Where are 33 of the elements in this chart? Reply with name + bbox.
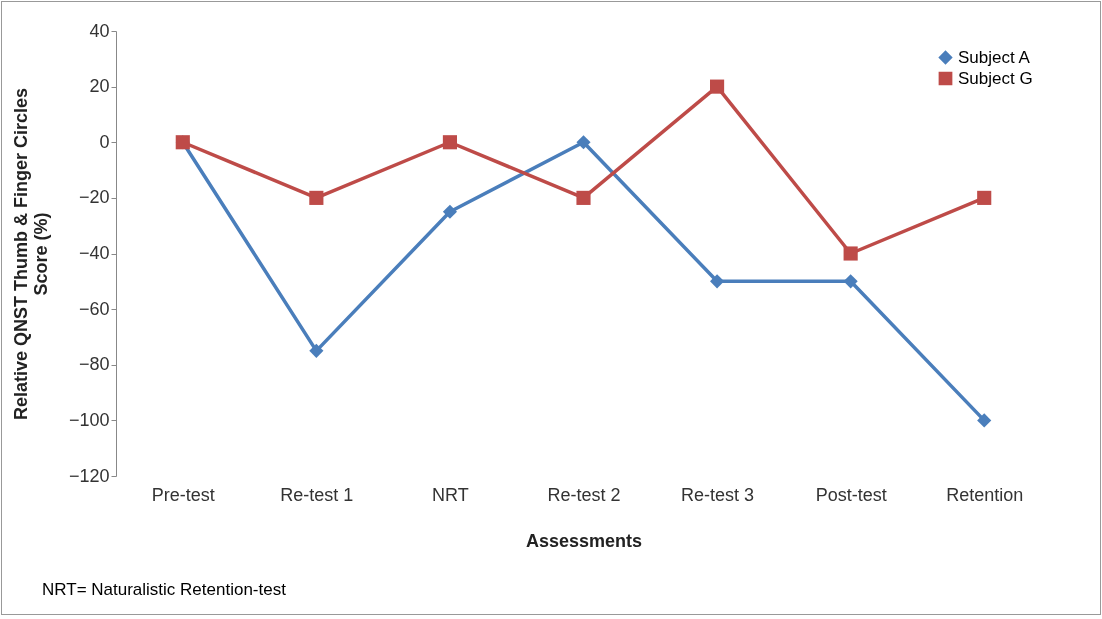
y-tick-label: −60 xyxy=(78,298,110,319)
point xyxy=(843,246,858,261)
x-tick-label: Post-test xyxy=(815,484,887,505)
x-tick-label: Retention xyxy=(946,484,1024,505)
y-tick-label: −100 xyxy=(68,409,110,430)
point xyxy=(442,204,457,219)
point xyxy=(309,190,324,205)
y-tick-label: 40 xyxy=(89,20,110,41)
x-axis-title: Assessments xyxy=(525,530,643,551)
legend-label: Subject A xyxy=(958,47,1031,67)
y-tick-label: 20 xyxy=(89,76,110,97)
y-tick-label: −20 xyxy=(78,187,110,208)
point xyxy=(309,343,324,358)
point xyxy=(576,190,591,205)
y-tick-label: −80 xyxy=(78,354,110,375)
x-tick-label: Re-test 1 xyxy=(280,484,354,505)
legend-label: Subject G xyxy=(958,68,1033,88)
y-tick-label: 0 xyxy=(99,131,110,152)
point xyxy=(977,190,992,205)
point xyxy=(843,274,858,289)
y-tick-label: −120 xyxy=(68,465,110,486)
text: NRT= Naturalistic Retention-test xyxy=(42,580,286,600)
x-tick-label: Pre-test xyxy=(151,484,215,505)
point xyxy=(977,413,992,428)
point xyxy=(710,79,725,94)
y-tick-label: −40 xyxy=(78,243,110,263)
point xyxy=(710,274,725,289)
point xyxy=(576,135,591,150)
x-tick-label: NRT xyxy=(432,484,469,505)
y-axis-title: Relative QNST Thumb & Finger Circles Score (%) xyxy=(10,87,51,421)
x-tick-label: Re-test 2 xyxy=(547,484,621,505)
point xyxy=(442,135,457,150)
x-tick-label: Re-test 3 xyxy=(681,484,755,505)
